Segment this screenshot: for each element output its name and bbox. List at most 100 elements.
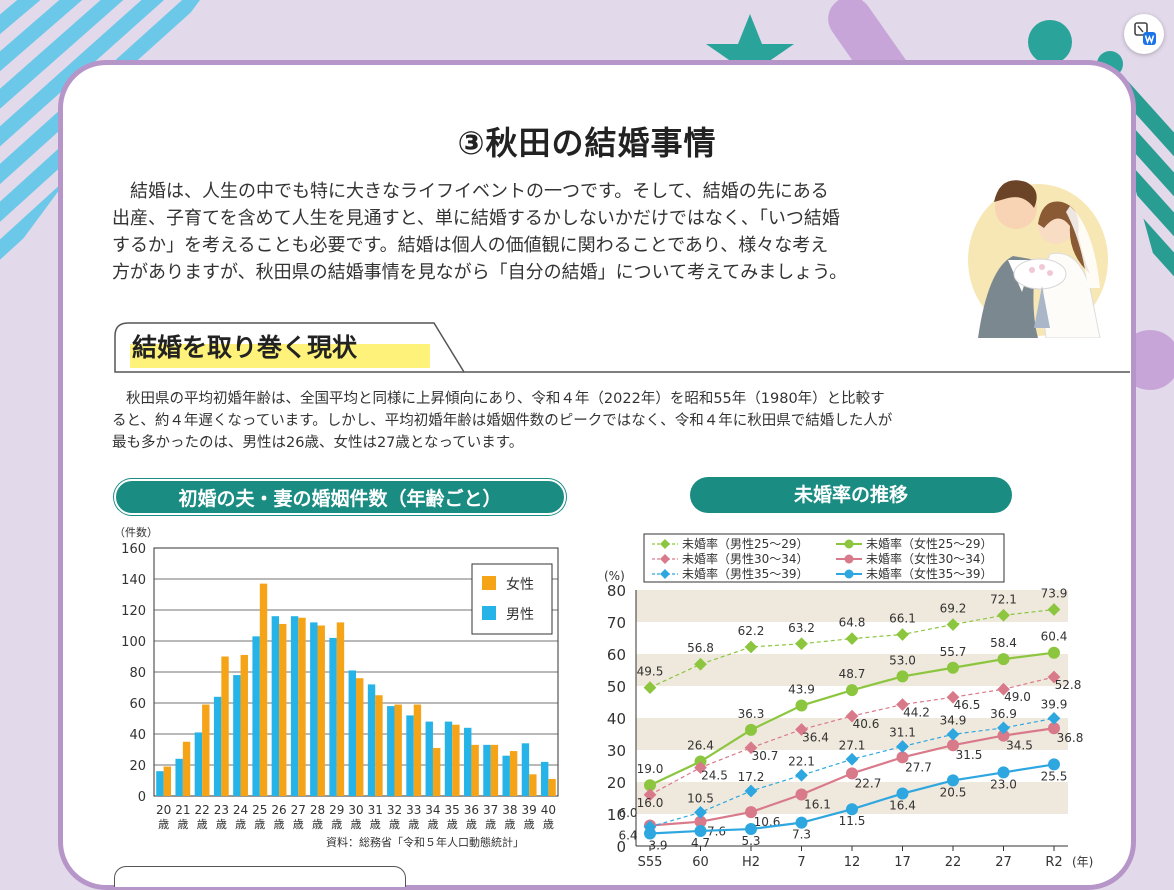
x-tick-label: 28 — [310, 803, 325, 817]
y-tick-label: 20 — [607, 774, 626, 792]
data-point — [795, 816, 808, 829]
x-tick-label: 27 — [291, 803, 306, 817]
data-point — [644, 779, 656, 792]
data-label: 16.4 — [889, 799, 916, 813]
data-label: 6.4 — [618, 829, 637, 843]
bar-female — [182, 741, 191, 796]
chart1-title: 初婚の夫・妻の婚姻件数（年齢ごと） — [114, 479, 566, 515]
data-label: 34.9 — [940, 713, 967, 727]
data-label: 43.9 — [788, 683, 815, 697]
bar-male — [194, 732, 203, 796]
data-point — [745, 806, 757, 819]
x-tick-label: 36 — [464, 803, 479, 817]
data-label: 16.1 — [804, 797, 831, 811]
data-label: 22.1 — [788, 754, 815, 768]
data-point — [997, 729, 1010, 742]
data-point — [896, 670, 909, 683]
x-tick-suffix: 歳 — [485, 818, 496, 831]
legend-label-female: 女性 — [506, 576, 534, 593]
legend-label: 未婚率（女性30～34） — [866, 551, 993, 566]
legend-label: 未婚率（女性25～29） — [866, 536, 993, 551]
data-label: 19.0 — [637, 762, 664, 776]
data-point — [947, 739, 959, 752]
data-label: 64.8 — [839, 616, 866, 630]
x-tick-suffix: 歳 — [197, 818, 208, 831]
x-tick-label: 60 — [692, 855, 709, 868]
bar-female — [221, 656, 229, 796]
data-label: 27.1 — [839, 738, 866, 752]
bar-female — [529, 774, 537, 796]
x-tick-label: 32 — [387, 803, 402, 817]
x-tick-label: 35 — [445, 803, 460, 817]
data-label: 40.6 — [853, 717, 880, 731]
data-point — [694, 824, 707, 837]
x-tick-label: 24 — [233, 803, 248, 817]
bar-female — [548, 778, 556, 796]
x-tick-label: 12 — [844, 855, 861, 868]
data-point — [795, 788, 808, 801]
legend-label: 未婚率（男性25～29） — [682, 536, 809, 551]
intro-paragraph: 結婚は、人生の中でも特に大きなライフイベントの一つです。そして、結婚の先にある … — [112, 178, 952, 286]
bar-male — [271, 616, 280, 796]
bar-female — [317, 625, 325, 796]
data-label: 27.7 — [905, 760, 932, 774]
y-tick-label: 10 — [607, 806, 626, 824]
bar-male — [348, 670, 356, 796]
x-tick-suffix: 歳 — [254, 818, 265, 831]
data-label: 58.4 — [990, 636, 1017, 650]
x-tick-suffix: 歳 — [158, 818, 169, 831]
translate-button[interactable] — [1124, 14, 1164, 54]
bar-male — [483, 744, 491, 796]
legend-label: 未婚率（男性35～39） — [682, 566, 809, 581]
bar-female — [452, 724, 460, 796]
data-point — [896, 751, 909, 764]
x-tick-label: 23 — [214, 803, 229, 817]
x-tick-suffix: 歳 — [235, 818, 246, 831]
bar-female — [432, 747, 441, 796]
bar-female — [356, 678, 364, 796]
intro-line: 結婚は、人生の中でも特に大きなライフイベントの一つです。そして、結婚の先にある — [130, 181, 829, 202]
page-title: ③秋田の結婚事情 — [457, 124, 717, 162]
bar-male — [367, 684, 376, 796]
x-tick-label: 27 — [995, 855, 1012, 868]
legend-marker — [844, 554, 854, 564]
data-point — [846, 767, 858, 780]
bar-male — [156, 771, 164, 796]
data-point — [644, 827, 656, 840]
data-label: 44.2 — [903, 706, 930, 720]
data-label: 24.5 — [701, 769, 728, 783]
y-tick-label: 120 — [121, 604, 146, 619]
data-label: 23.0 — [990, 777, 1017, 791]
x-tick-suffix: 歳 — [389, 818, 400, 831]
bar-male — [310, 622, 318, 796]
data-label: 16.0 — [637, 796, 664, 810]
section-line: 最も多かったのは、男性は26歳、女性は27歳となっています。 — [112, 435, 524, 451]
bar-female — [279, 623, 287, 796]
section-description: 秋田県の平均初婚年齢は、全国平均と同様に上昇傾向にあり、令和４年（2022年）を… — [112, 388, 1102, 454]
x-tick-label: 30 — [348, 803, 363, 817]
data-label: 11.5 — [839, 814, 866, 828]
bar-male — [387, 706, 395, 796]
intro-line: するか」を考えることも必要です。結婚は個人の価値観に関わることであり、様々な考え — [112, 235, 829, 256]
legend-swatch-female — [482, 576, 496, 590]
data-label: 4.7 — [691, 836, 710, 850]
section-heading-text: 結婚を取り巻く現状 — [132, 333, 358, 362]
data-label: 34.5 — [1006, 739, 1033, 753]
data-point — [846, 684, 858, 697]
data-label: 36.4 — [802, 731, 829, 745]
marriage-count-bar-chart: 020406080100120140160（件数）20歳21歳22歳23歳24歳… — [114, 526, 559, 849]
bar-male — [233, 675, 241, 796]
bar-male — [175, 758, 183, 796]
bar-female — [490, 744, 499, 796]
wedding-couple-illustration — [968, 180, 1108, 338]
x-tick-label: 22 — [945, 855, 962, 868]
x-tick-label: 7 — [797, 855, 805, 868]
data-point — [744, 640, 758, 654]
next-section-heading-box — [114, 866, 406, 887]
x-tick-suffix: 歳 — [447, 818, 458, 831]
x-axis-label: (年) — [1072, 855, 1093, 868]
bar-male — [444, 721, 453, 796]
data-label: 62.2 — [738, 624, 765, 638]
bar-female — [298, 617, 306, 796]
bar-male — [406, 715, 414, 796]
